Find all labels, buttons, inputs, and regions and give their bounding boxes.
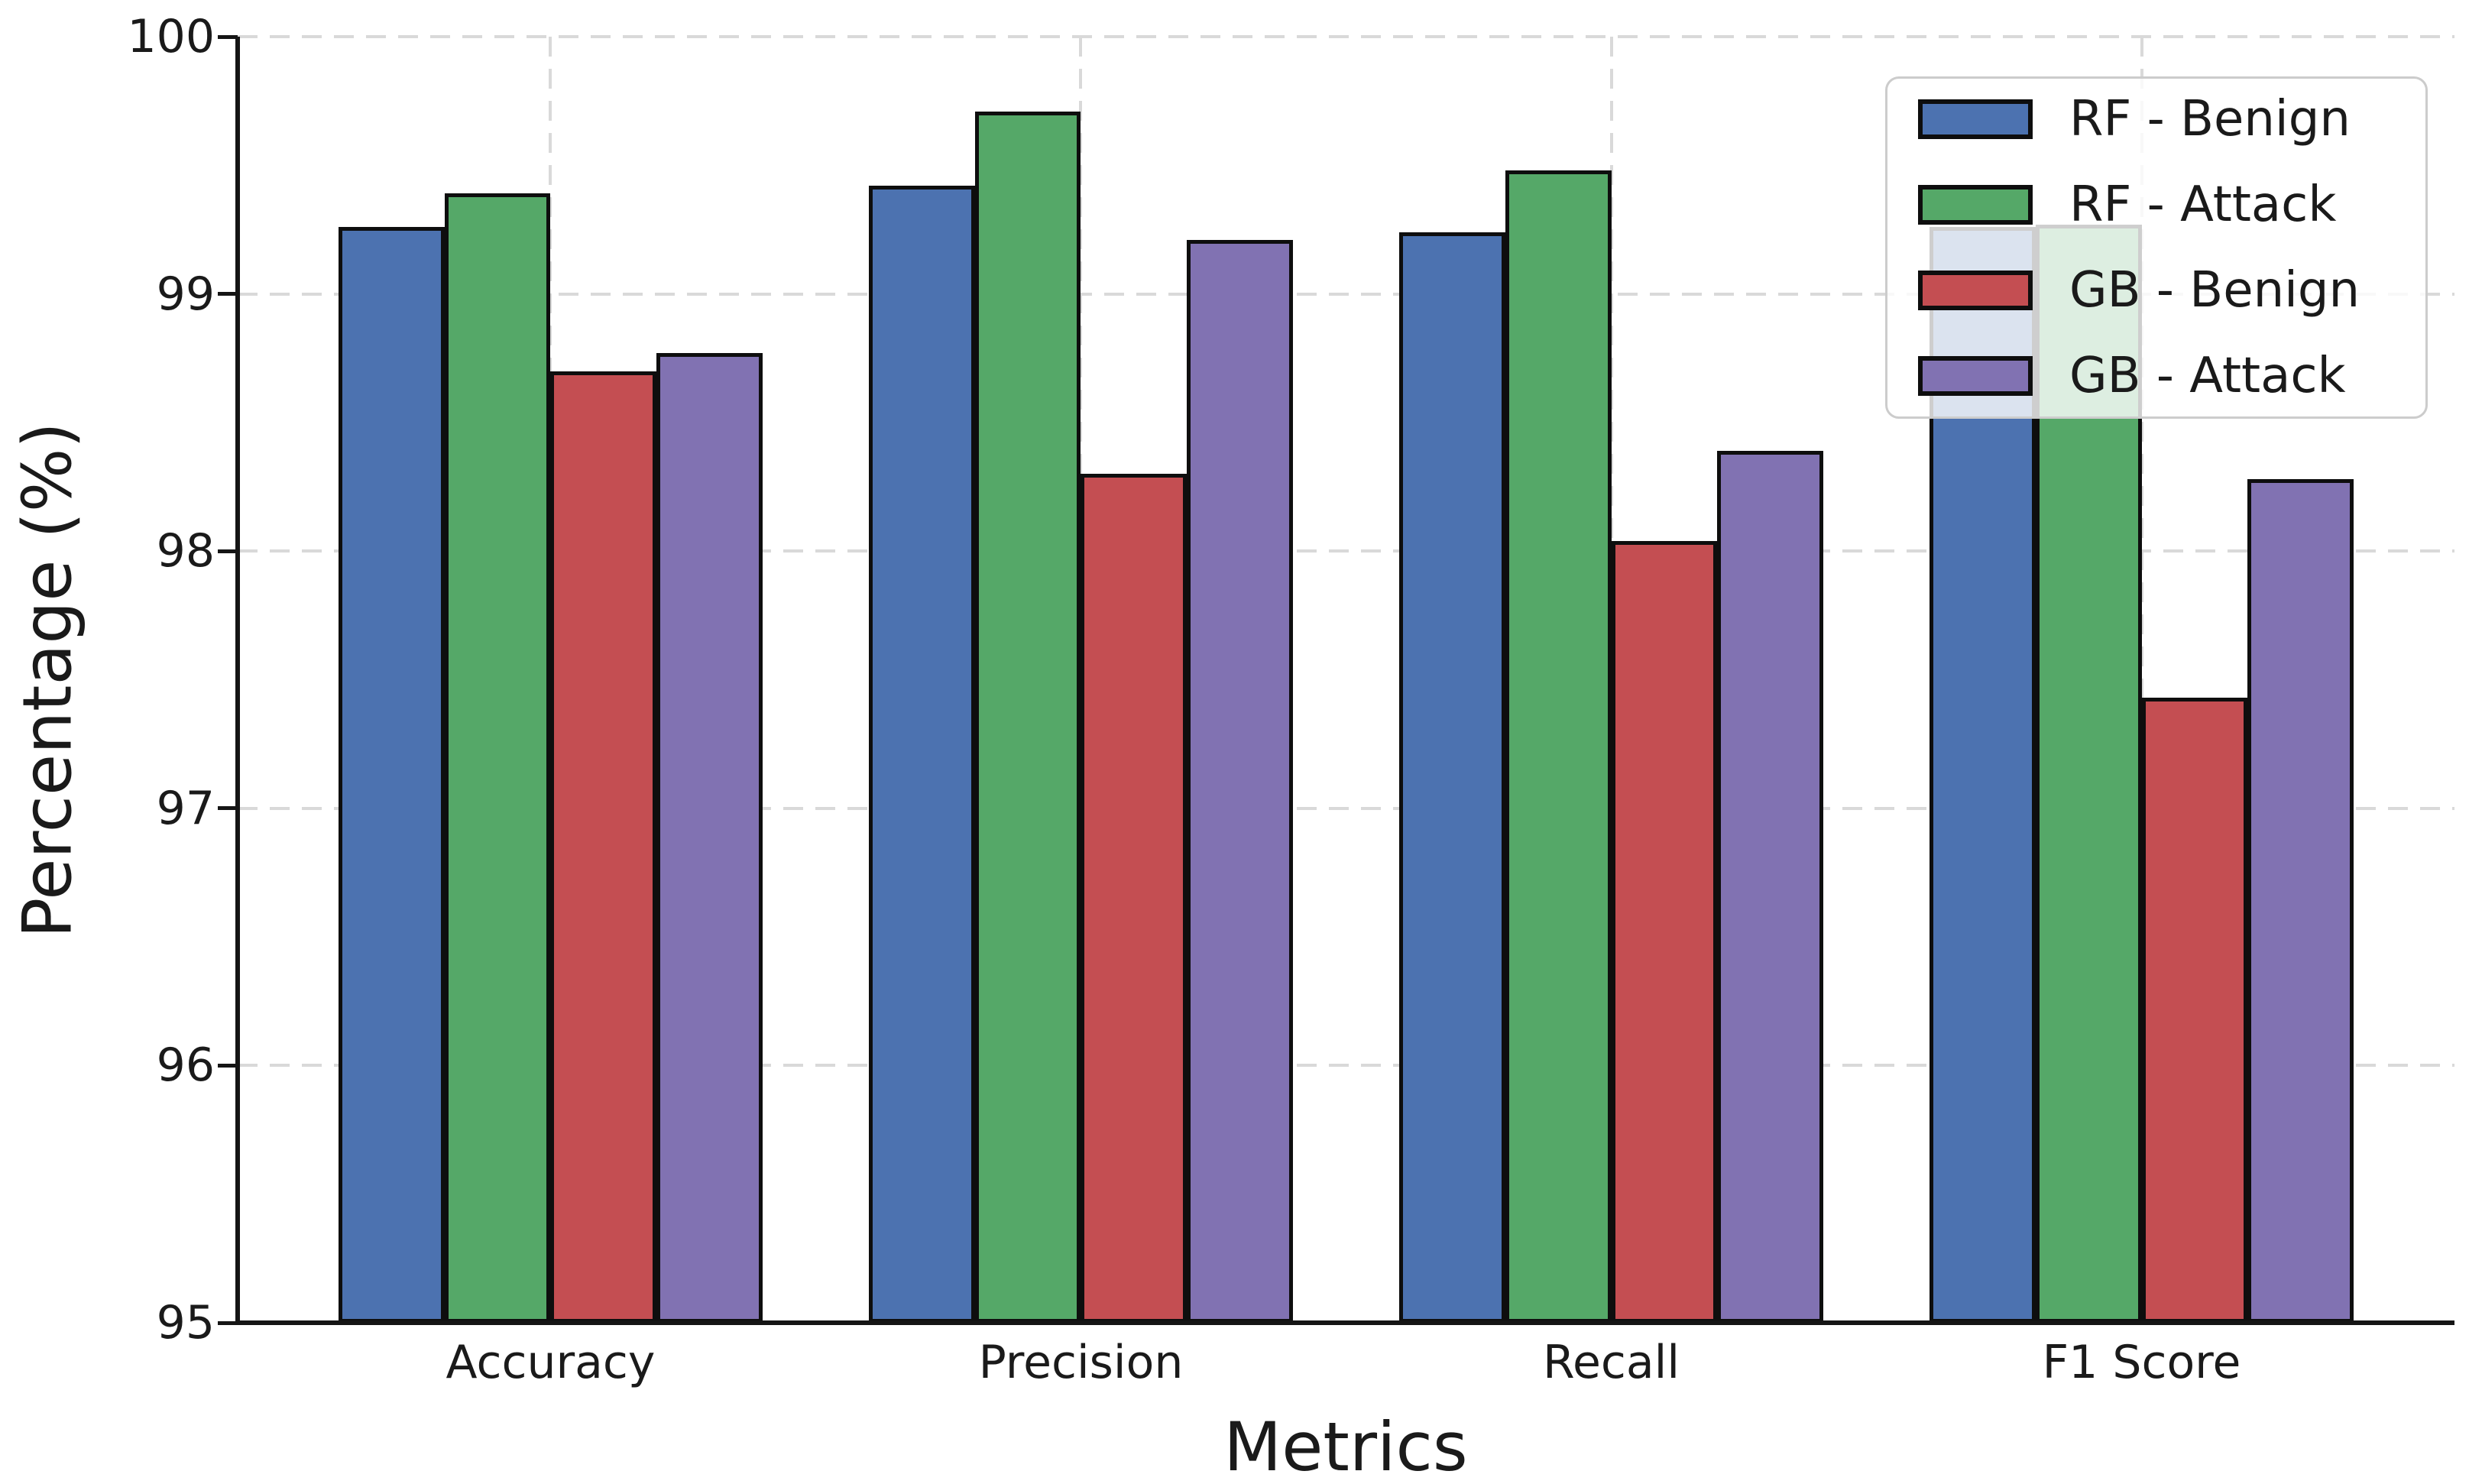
v-gridline (2140, 37, 2143, 1323)
legend-row: GB - Benign (1918, 262, 2395, 319)
y-tick-mark (218, 806, 238, 811)
bar-rf-attack-recall (1505, 170, 1612, 1323)
bottom-spine (235, 1320, 2454, 1325)
legend-swatch-icon (1918, 99, 2033, 139)
bar-rf-attack-accuracy (444, 193, 551, 1323)
y-tick-mark (218, 1063, 238, 1068)
bar-gb-benign-precision (1081, 474, 1188, 1323)
left-spine (235, 37, 240, 1325)
y-tick-mark (218, 34, 238, 39)
h-gridline (238, 292, 2454, 296)
y-axis-label: Percentage (%) (8, 422, 87, 938)
y-tick-mark (218, 292, 238, 296)
legend-row: RF - Attack (1918, 177, 2395, 233)
y-tick-label: 96 (156, 1038, 215, 1093)
x-tick-label: Recall (1542, 1336, 1680, 1389)
bar-rf-benign-recall (1398, 232, 1505, 1323)
y-tick-mark (218, 1320, 238, 1325)
bar-gb-attack-recall (1717, 450, 1824, 1323)
legend-label: RF - Attack (2069, 177, 2337, 233)
y-tick-label: 98 (156, 524, 215, 578)
bar-gb-benign-recall (1611, 540, 1718, 1323)
x-tick-label: Accuracy (446, 1336, 656, 1389)
legend-label: GB - Benign (2069, 262, 2360, 319)
legend: RF - Benign RF - Attack GB - Benign GB - At… (1885, 76, 2428, 419)
bar-gb-attack-precision (1187, 239, 1294, 1323)
bar-rf-benign-precision (868, 186, 975, 1323)
h-gridline (238, 549, 2454, 553)
x-axis-label: Metrics (1223, 1408, 1468, 1484)
legend-row: GB - Attack (1918, 348, 2395, 404)
bar-gb-attack-accuracy (656, 353, 763, 1323)
y-tick-label: 100 (127, 10, 215, 63)
y-tick-label: 95 (156, 1296, 215, 1350)
bar-rf-attack-precision (974, 111, 1081, 1323)
bar-gb-benign-f1-score (2141, 698, 2248, 1323)
legend-swatch-icon (1918, 271, 2033, 310)
legend-swatch-icon (1918, 185, 2033, 225)
x-tick-label: F1 Score (2042, 1336, 2241, 1389)
y-tick-label: 99 (156, 267, 215, 321)
bar-gb-attack-f1-score (2247, 478, 2354, 1323)
h-gridline (238, 1064, 2454, 1068)
bar-gb-benign-accuracy (550, 371, 657, 1323)
legend-label: RF - Benign (2069, 91, 2351, 147)
legend-row: RF - Benign (1918, 91, 2395, 147)
y-tick-label: 97 (156, 781, 215, 835)
x-tick-label: Precision (978, 1336, 1184, 1389)
y-tick-mark (218, 549, 238, 553)
h-gridline (238, 35, 2454, 38)
legend-label: GB - Attack (2069, 348, 2346, 404)
bar-rf-benign-accuracy (338, 227, 445, 1323)
legend-swatch-icon (1918, 356, 2033, 396)
h-gridline (238, 806, 2454, 810)
